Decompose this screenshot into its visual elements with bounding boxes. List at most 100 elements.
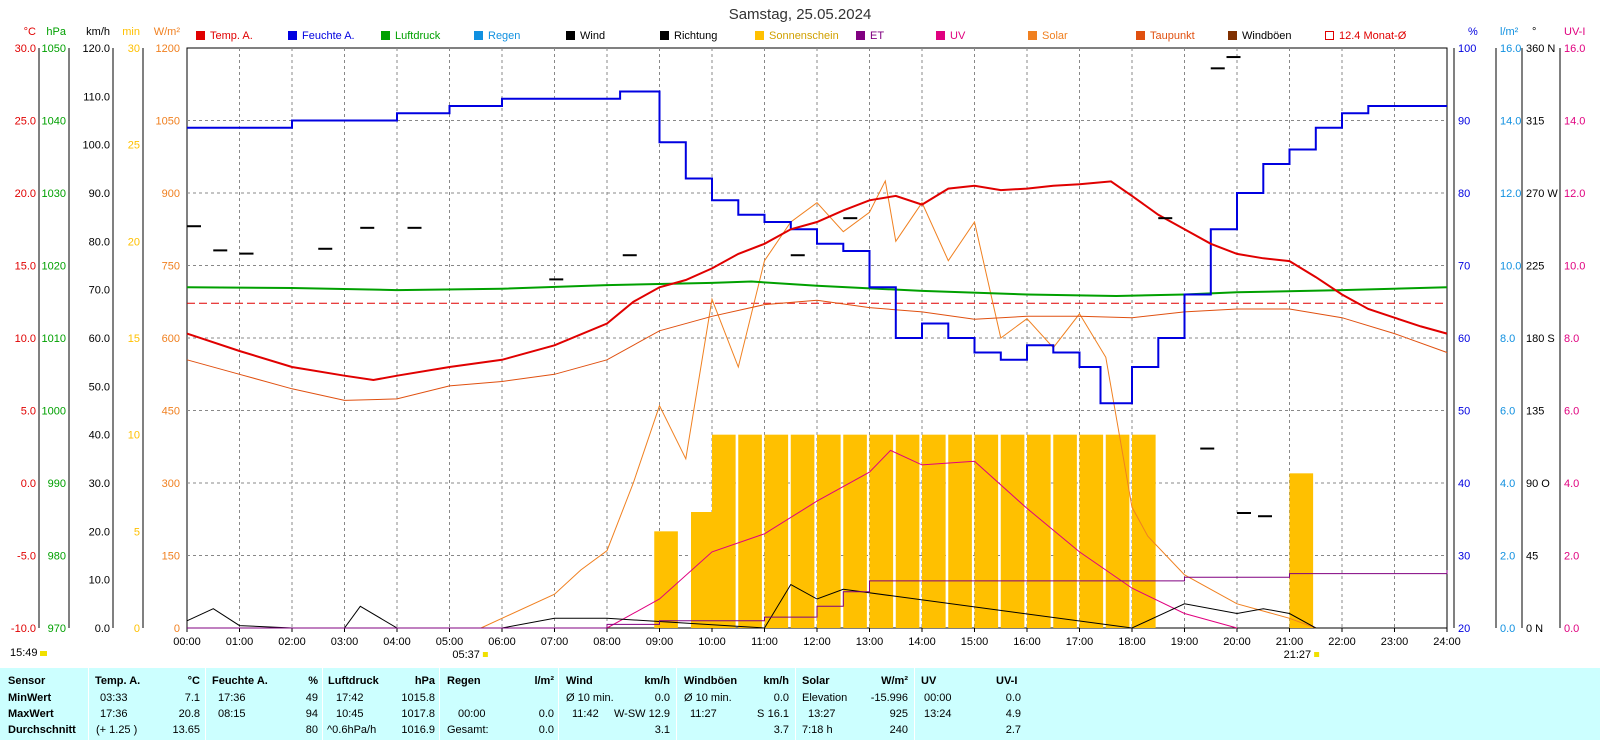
legend-label: 12.4 Monat-Ø: [1339, 30, 1407, 42]
right-axis-tick-label: 80: [1458, 188, 1470, 200]
stats-header-sensor: Sensor: [8, 675, 46, 687]
stats-temp-max-time: 17:36: [100, 708, 128, 720]
legend-item: UV: [936, 30, 965, 42]
sunset-marker: [1314, 652, 1320, 657]
stats-solar-avg-label: 7:18 h: [802, 724, 833, 736]
left-axis-tick-label: 5.0: [21, 406, 36, 418]
stats-solar-header: Solar: [802, 675, 830, 687]
left-axis-tick-label: 300: [162, 478, 180, 490]
sunshine-bar: [869, 434, 894, 628]
sunshine-bar: [817, 434, 841, 628]
wind-direction-point: [1258, 515, 1272, 518]
sunshine-bar: [738, 434, 762, 628]
x-tick-label: 22:00: [1328, 636, 1356, 648]
legend-item: Solar: [1028, 30, 1068, 42]
statistics-table: Sensor MinWert MaxWert Durchschnitt Temp…: [0, 668, 1600, 740]
stats-row-avg: Durchschnitt: [8, 724, 76, 736]
left-axis-tick-label: 1050: [42, 43, 66, 55]
sunrise-label: 05:37: [452, 649, 480, 661]
x-tick-label: 21:00: [1276, 636, 1304, 648]
x-tick-label: 07:00: [541, 636, 569, 648]
stats-temp-unit: °C: [187, 675, 200, 687]
sunshine-bar: [1132, 434, 1156, 628]
sunshine-bar: [790, 434, 815, 628]
right-axis-tick-label: 8.0: [1564, 333, 1579, 345]
wind-direction-point: [622, 254, 637, 257]
stats-wind-header: Wind: [566, 675, 593, 687]
x-tick-label: 01:00: [226, 636, 254, 648]
right-axis-tick-label: 10.0: [1564, 261, 1585, 273]
stats-temp-min: 7.1: [184, 692, 200, 704]
left-axis-tick-label: 1050: [156, 116, 180, 128]
stats-press-unit: hPa: [414, 675, 435, 687]
x-tick-label: 04:00: [383, 636, 411, 648]
series-line-taupunkt: [186, 299, 1448, 401]
left-axis-tick-label: 20: [128, 236, 140, 248]
stats-wind-max: 12.9: [648, 708, 670, 720]
x-tick-label: 00:00: [173, 636, 201, 648]
stats-wind-max-time: 11:42: [572, 708, 599, 720]
legend-label: Regen: [488, 30, 521, 42]
left-axis-tick-label: 1040: [42, 116, 66, 128]
left-axis-tick-label: 15.0: [15, 261, 36, 273]
stats-rain-total: 0.0: [538, 724, 554, 736]
stats-solar-max-time: 13:27: [808, 708, 836, 720]
right-axis-tick-label: 135: [1526, 406, 1544, 418]
wind-direction-point: [549, 278, 564, 281]
left-axis-tick-label: 90.0: [89, 188, 110, 200]
right-axis-tick-label: 16.0: [1564, 43, 1585, 55]
sunshine-bar: [712, 434, 736, 628]
right-axis-tick-label: 14.0: [1564, 116, 1585, 128]
legend-item: 12.4 Monat-Ø: [1325, 30, 1406, 42]
left-axis-tick-label: 25: [128, 140, 140, 152]
sunshine-bar: [1027, 434, 1051, 628]
wind-direction-point: [407, 226, 422, 229]
stats-rain-header: Regen: [447, 675, 481, 687]
wind-direction-point: [318, 247, 333, 250]
legend-label: Wind: [580, 30, 606, 42]
stats-press-avg: 1016.9: [401, 724, 435, 736]
series-line-luftdruck: [186, 280, 1448, 298]
right-axis-tick-label: 6.0: [1564, 406, 1579, 418]
legend-label: Taupunkt: [1150, 30, 1195, 42]
left-axis-tick-label: 970: [48, 623, 66, 635]
left-axis-unit: min: [122, 26, 140, 38]
legend-swatch: [1325, 31, 1334, 40]
series-line-et: [187, 570, 1448, 629]
wind-direction-point: [239, 252, 254, 255]
right-axis-tick-label: 315: [1526, 116, 1544, 128]
wind-direction-point: [1226, 56, 1241, 59]
x-tick-label: 16:00: [1013, 636, 1041, 648]
right-axis-tick-label: 70: [1458, 261, 1470, 273]
legend-swatch: [1228, 31, 1237, 40]
left-axis-tick-label: 100.0: [82, 140, 110, 152]
right-axis-tick-label: 20: [1458, 623, 1470, 635]
sunshine-bar: [1105, 434, 1130, 628]
stats-wind-min-label: Ø 10 min.: [566, 692, 614, 704]
left-axis-tick-label: 15: [128, 333, 140, 345]
x-tick-label: 18:00: [1118, 636, 1146, 648]
stats-hum-unit: %: [308, 675, 318, 687]
stats-row-min: MinWert: [8, 692, 52, 704]
sunshine-bar: [843, 434, 867, 628]
right-axis-tick-label: 6.0: [1500, 406, 1515, 418]
current-time-readout: 15:49: [10, 647, 47, 659]
stats-temp-avg: 13.65: [172, 724, 200, 736]
right-axis-tick-label: 0 N: [1526, 623, 1543, 635]
left-axis-tick-label: 20.0: [15, 188, 36, 200]
sunrise-marker: [482, 652, 488, 657]
stats-uv-max-time: 13:24: [924, 708, 952, 720]
stats-rain-unit: l/m²: [534, 675, 554, 687]
sunshine-bar: [654, 531, 678, 628]
x-tick-label: 15:00: [961, 636, 989, 648]
right-axis-tick-label: 2.0: [1500, 551, 1515, 563]
stats-gust-max-dir: S: [757, 708, 765, 720]
stats-gust-header: Windböen: [684, 675, 738, 687]
legend-swatch: [566, 31, 575, 40]
right-axis-tick-label: 40: [1458, 478, 1470, 490]
stats-row-max: MaxWert: [8, 708, 54, 720]
sunshine-bar: [895, 434, 920, 628]
left-axis-tick-label: 0.0: [95, 623, 110, 635]
left-axis-tick-label: -5.0: [17, 551, 36, 563]
x-tick-label: 24:00: [1433, 636, 1461, 648]
